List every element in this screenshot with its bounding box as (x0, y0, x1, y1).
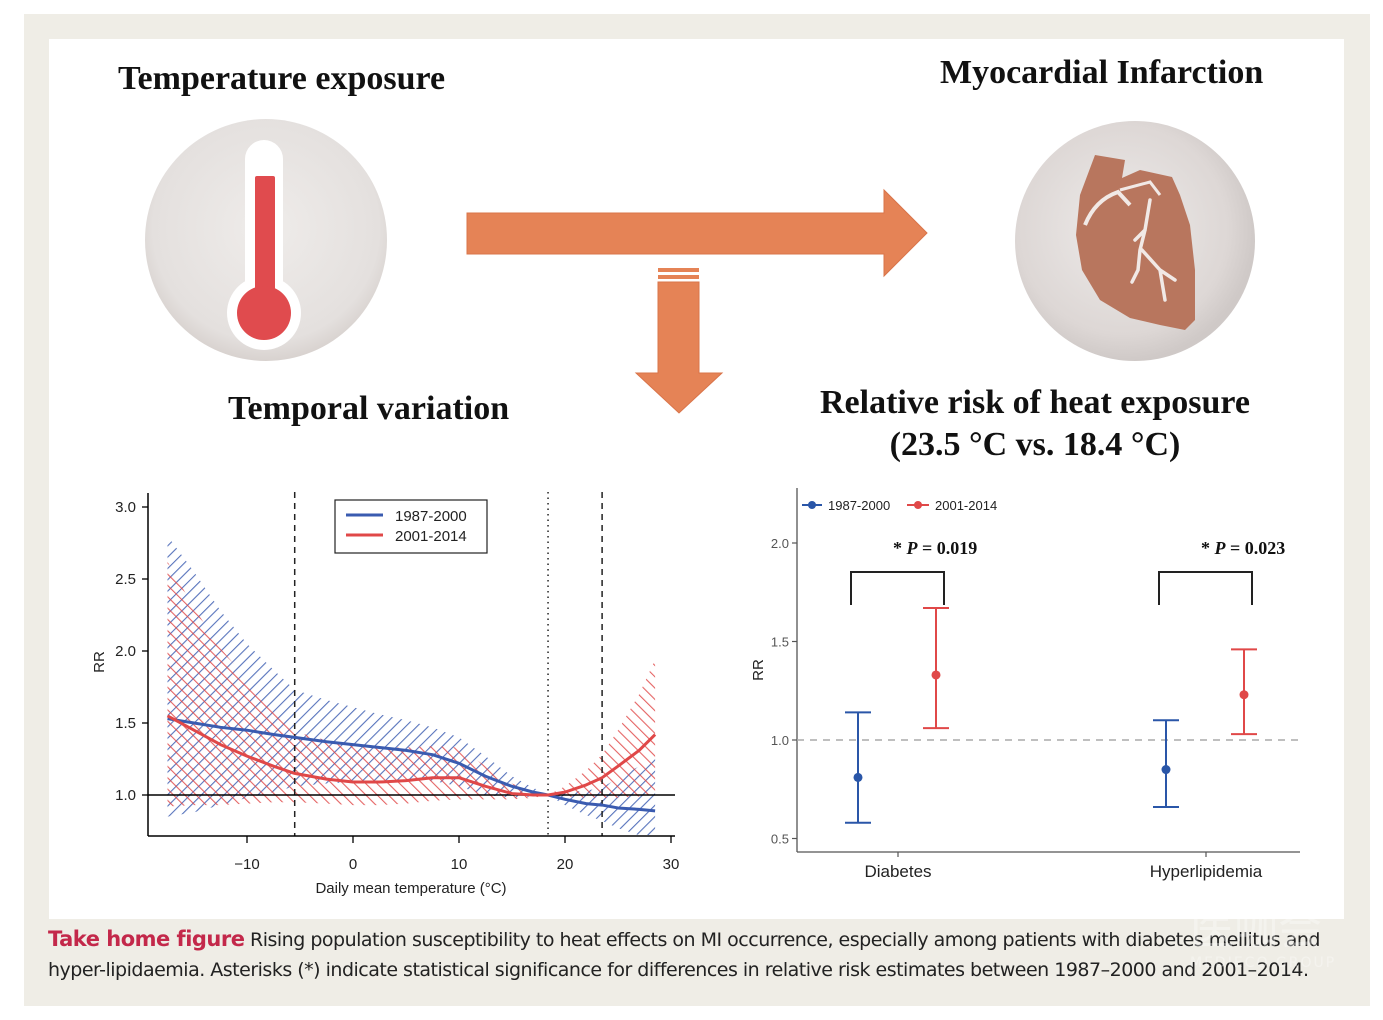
relative-risk-title-line2: (23.5 °C vs. 18.4 °C) (889, 426, 1181, 463)
arrow-right-icon (466, 188, 928, 278)
y-tick-label: 2.0 (771, 536, 789, 551)
bracket-line (1158, 571, 1253, 605)
thermometer-icon (145, 119, 387, 361)
watermark: 医咖会 MEDIECO GROUP (1090, 904, 1337, 972)
point-estimate (853, 772, 863, 782)
temporal-variation-title: Temporal variation (228, 390, 510, 427)
legend-label-1987-2000: 1987-2000 (828, 498, 890, 513)
watermark-subtext: MEDIECO GROUP (1190, 955, 1337, 971)
legend-swatch-1987-2000 (808, 501, 816, 509)
y-tick-label: 1.5 (771, 635, 789, 650)
error-bar-1987-2000-hyperlipidemia (1153, 719, 1179, 808)
caption-text: Rising population susceptibility to heat… (48, 929, 1320, 981)
error-bar-2001-2014-hyperlipidemia (1231, 648, 1257, 736)
x-tick-label-hyperlipidemia: Hyperlipidemia (1150, 862, 1263, 881)
p-value-label: * P = 0.019 (893, 538, 977, 558)
legend-label-2001-2014: 2001-2014 (395, 528, 467, 545)
y-axis-label: RR (91, 651, 108, 673)
legend: 1987-2000 2001-2014 (802, 498, 997, 513)
ci-band-2001-2014 (167, 561, 656, 807)
y-tick-label: 0.5 (771, 832, 789, 847)
relative-risk-title-line1: Relative risk of heat exposure (820, 384, 1250, 421)
heart-icon (1015, 121, 1255, 361)
y-tick-label: 1.5 (115, 715, 136, 732)
legend-swatch-2001-2014 (914, 501, 922, 509)
legend-label-2001-2014: 2001-2014 (935, 498, 997, 513)
x-axis-label: Daily mean temperature (°C) (315, 880, 506, 897)
relative-risk-title: Relative risk of heat exposure (23.5 °C … (770, 382, 1300, 466)
temporal-variation-chart: 1.0 1.5 2.0 2.5 3.0 −10 0 10 20 30 Daily mean tem… (91, 492, 679, 897)
y-tick-label: 1.0 (771, 733, 789, 748)
error-bar-1987-2000-diabetes (845, 711, 871, 824)
arrow-down-icon (634, 268, 724, 414)
caption-lead: Take home figure (48, 927, 245, 951)
myocardial-infarction-title: Myocardial Infarction (940, 54, 1264, 91)
x-tick-label-diabetes: Diabetes (864, 862, 931, 881)
error-bar-2001-2014-diabetes (923, 607, 949, 730)
y-tick-label: 2.5 (115, 571, 136, 588)
relative-risk-chart: 0.5 1.0 1.5 2.0 Diabetes Hyperlipidemia * P =… (750, 488, 1300, 881)
x-tick-label: 0 (349, 856, 357, 873)
point-estimate (1161, 765, 1171, 775)
significance-bracket-hyperlipidemia: * P = 0.023 (1158, 538, 1285, 605)
significance-bracket-diabetes: * P = 0.019 (850, 538, 977, 605)
y-tick-label: 1.0 (115, 787, 136, 804)
series-line-1987-2000 (167, 717, 656, 813)
y-tick-label: 2.0 (115, 643, 136, 660)
legend-box (334, 499, 488, 554)
y-tick-label: 3.0 (115, 499, 136, 516)
legend: 1987-2000 2001-2014 (334, 499, 488, 554)
legend-label-1987-2000: 1987-2000 (395, 508, 467, 525)
point-estimate (931, 670, 941, 680)
temperature-exposure-title: Temperature exposure (118, 60, 446, 97)
figure-caption: Take home figure Rising population susce… (48, 924, 1348, 985)
x-tick-label: 20 (557, 856, 574, 873)
p-value-label: * P = 0.023 (1201, 538, 1285, 558)
y-axis-label: RR (750, 659, 767, 681)
watermark-text: 医咖会 (1190, 904, 1322, 955)
x-tick-label: 10 (451, 856, 468, 873)
series-line-2001-2014 (166, 714, 657, 797)
bracket-line (850, 571, 945, 605)
x-tick-label: 30 (663, 856, 680, 873)
x-tick-label: −10 (234, 856, 259, 873)
point-estimate (1239, 690, 1249, 700)
